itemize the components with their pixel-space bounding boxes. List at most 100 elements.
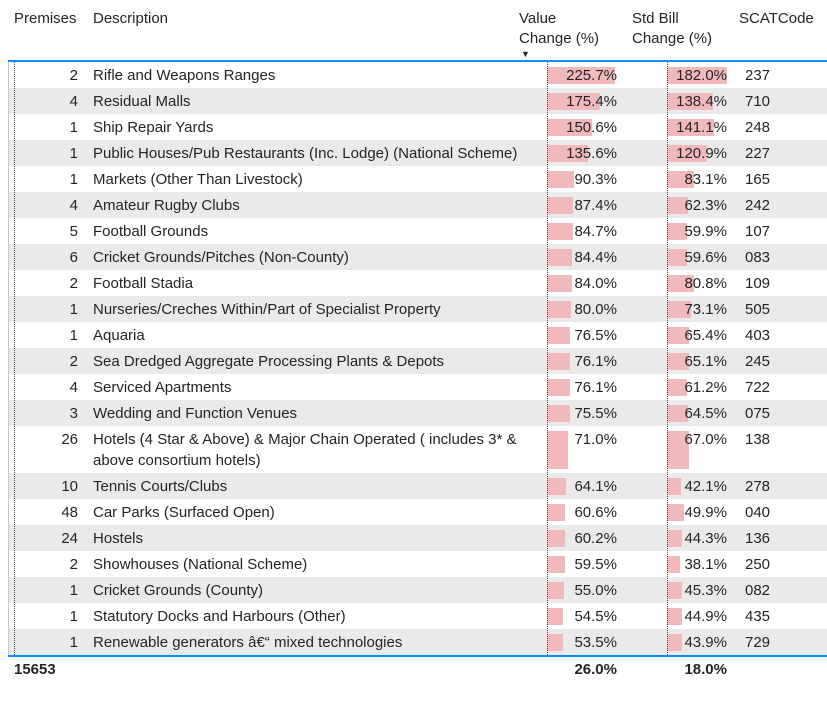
table-row[interactable]: 2 Sea Dredged Aggregate Processing Plant… [8, 348, 827, 374]
table-body: 2 Rifle and Weapons Ranges 225.7% 182.0%… [8, 62, 827, 655]
column-header-std-bill-change[interactable]: Std Bill Change (%) [632, 0, 730, 60]
table-row[interactable]: 2 Rifle and Weapons Ranges 225.7% 182.0%… [8, 62, 827, 88]
std-bill-change-cell: 73.1% [632, 299, 730, 320]
value-change-text: 60.2% [574, 530, 617, 547]
sort-descending-icon[interactable]: ▼ [521, 49, 530, 59]
table-row[interactable]: 26 Hotels (4 Star & Above) & Major Chain… [8, 426, 827, 473]
std-bill-change-cell: 42.1% [632, 476, 730, 497]
table-header: Premises Description Value Change (%) ▼ … [8, 0, 827, 62]
table-row[interactable]: 1 Public Houses/Pub Restaurants (Inc. Lo… [8, 140, 827, 166]
std-bill-change-cell: 44.3% [632, 528, 730, 549]
premises-cell: 2 [69, 556, 78, 573]
table-row[interactable]: 3 Wedding and Function Venues 75.5% 64.5… [8, 400, 827, 426]
table-row[interactable]: 4 Residual Malls 175.4% 138.4% 710 [8, 88, 827, 114]
value-change-data-bar [547, 608, 564, 625]
value-change-cell: 55.0% [519, 580, 620, 601]
premises-cell: 1 [69, 119, 78, 136]
std-bill-change-cell: 65.4% [632, 325, 730, 346]
std-bill-change-cell: 141.1% [632, 117, 730, 138]
value-change-cell: 59.5% [519, 554, 620, 575]
std-bill-change-data-bar [667, 353, 689, 370]
std-bill-change-data-bar [667, 301, 692, 318]
column-header-scatcode[interactable]: SCATCode [739, 10, 814, 27]
value-change-cell: 54.5% [519, 606, 620, 627]
description-cell: Aquaria [93, 327, 145, 344]
table-row[interactable]: 2 Showhouses (National Scheme) 59.5% 38.… [8, 551, 827, 577]
value-change-text: 150.6% [566, 119, 617, 136]
scatcode-cell: 242 [745, 197, 771, 214]
std-bill-change-text: 65.1% [684, 353, 727, 370]
table-row[interactable]: 1 Markets (Other Than Livestock) 90.3% 8… [8, 166, 827, 192]
table-row[interactable]: 5 Football Grounds 84.7% 59.9% 107 [8, 218, 827, 244]
table-row[interactable]: 2 Football Stadia 84.0% 80.8% 109 [8, 270, 827, 296]
description-cell: Rifle and Weapons Ranges [93, 67, 276, 84]
std-bill-change-text: 138.4% [676, 93, 727, 110]
value-change-text: 60.6% [574, 504, 617, 521]
total-std-bill-change: 18.0% [684, 661, 727, 678]
premises-cell: 6 [69, 249, 78, 266]
scatcode-cell: 136 [745, 530, 771, 547]
value-change-cell: 53.5% [519, 632, 620, 653]
value-change-cell: 60.2% [519, 528, 620, 549]
premises-column-gridline [14, 62, 15, 655]
value-change-cell: 84.7% [519, 221, 620, 242]
table-row[interactable]: 4 Amateur Rugby Clubs 87.4% 62.3% 242 [8, 192, 827, 218]
scatcode-cell: 435 [745, 608, 771, 625]
table-row[interactable]: 1 Nurseries/Creches Within/Part of Speci… [8, 296, 827, 322]
value-change-text: 87.4% [574, 197, 617, 214]
value-change-data-bar [547, 353, 570, 370]
column-header-premises[interactable]: Premises [14, 10, 77, 27]
value-change-cell: 64.1% [519, 476, 620, 497]
value-change-data-bar [547, 582, 564, 599]
std-bill-change-cell: 120.9% [632, 143, 730, 164]
table-row[interactable]: 10 Tennis Courts/Clubs 64.1% 42.1% 278 [8, 473, 827, 499]
table-row[interactable]: 1 Statutory Docks and Harbours (Other) 5… [8, 603, 827, 629]
value-change-cell: 135.6% [519, 143, 620, 164]
table-row[interactable]: 1 Aquaria 76.5% 65.4% 403 [8, 322, 827, 348]
scatcode-cell: 245 [745, 353, 771, 370]
premises-cell: 5 [69, 223, 78, 240]
value-change-data-bar [547, 405, 570, 422]
std-bill-change-cell: 44.9% [632, 606, 730, 627]
value-change-data-bar [547, 249, 573, 266]
description-cell: Renewable generators â€“ mixed technolog… [93, 634, 403, 651]
value-change-data-bar [547, 530, 566, 547]
column-header-description[interactable]: Description [93, 10, 169, 27]
value-change-text: 84.4% [574, 249, 617, 266]
premises-cell: 4 [69, 197, 78, 214]
std-bill-change-data-bar [667, 504, 684, 521]
description-cell: Sea Dredged Aggregate Processing Plants … [93, 353, 445, 370]
table-row[interactable]: 24 Hostels 60.2% 44.3% 136 [8, 525, 827, 551]
premises-cell: 48 [61, 504, 78, 521]
value-change-text: 135.6% [566, 145, 617, 162]
total-row: 15653 26.0% 18.0% [8, 655, 827, 682]
table-row[interactable]: 6 Cricket Grounds/Pitches (Non-County) 8… [8, 244, 827, 270]
description-cell: Wedding and Function Venues [93, 405, 298, 422]
premises-cell: 1 [69, 145, 78, 162]
column-header-value-change[interactable]: Value Change (%) ▼ [519, 0, 620, 60]
std-bill-change-data-bar [667, 608, 682, 625]
table-row[interactable]: 1 Cricket Grounds (County) 55.0% 45.3% 0… [8, 577, 827, 603]
value-change-text: 54.5% [574, 608, 617, 625]
scatcode-cell: 083 [745, 249, 771, 266]
value-change-data-bar [547, 504, 566, 521]
std-bill-change-cell: 83.1% [632, 169, 730, 190]
std-bill-change-data-bar [667, 405, 689, 422]
premises-cell: 3 [69, 405, 78, 422]
value-change-data-bar [547, 634, 564, 651]
std-bill-change-data-bar [667, 379, 688, 396]
table-row[interactable]: 1 Renewable generators â€“ mixed technol… [8, 629, 827, 655]
table-row[interactable]: 4 Serviced Apartments 76.1% 61.2% 722 [8, 374, 827, 400]
scatcode-cell: 278 [745, 478, 771, 495]
value-change-data-bar [547, 171, 575, 188]
value-change-text: 64.1% [574, 478, 617, 495]
scatcode-cell: 082 [745, 582, 771, 599]
value-bar-axis-gridline [547, 62, 548, 655]
value-change-text: 59.5% [574, 556, 617, 573]
table-row[interactable]: 1 Ship Repair Yards 150.6% 141.1% 248 [8, 114, 827, 140]
premises-cell: 24 [61, 530, 78, 547]
std-bill-change-data-bar [667, 556, 680, 573]
table-row[interactable]: 48 Car Parks (Surfaced Open) 60.6% 49.9%… [8, 499, 827, 525]
value-change-cell: 76.1% [519, 351, 620, 372]
